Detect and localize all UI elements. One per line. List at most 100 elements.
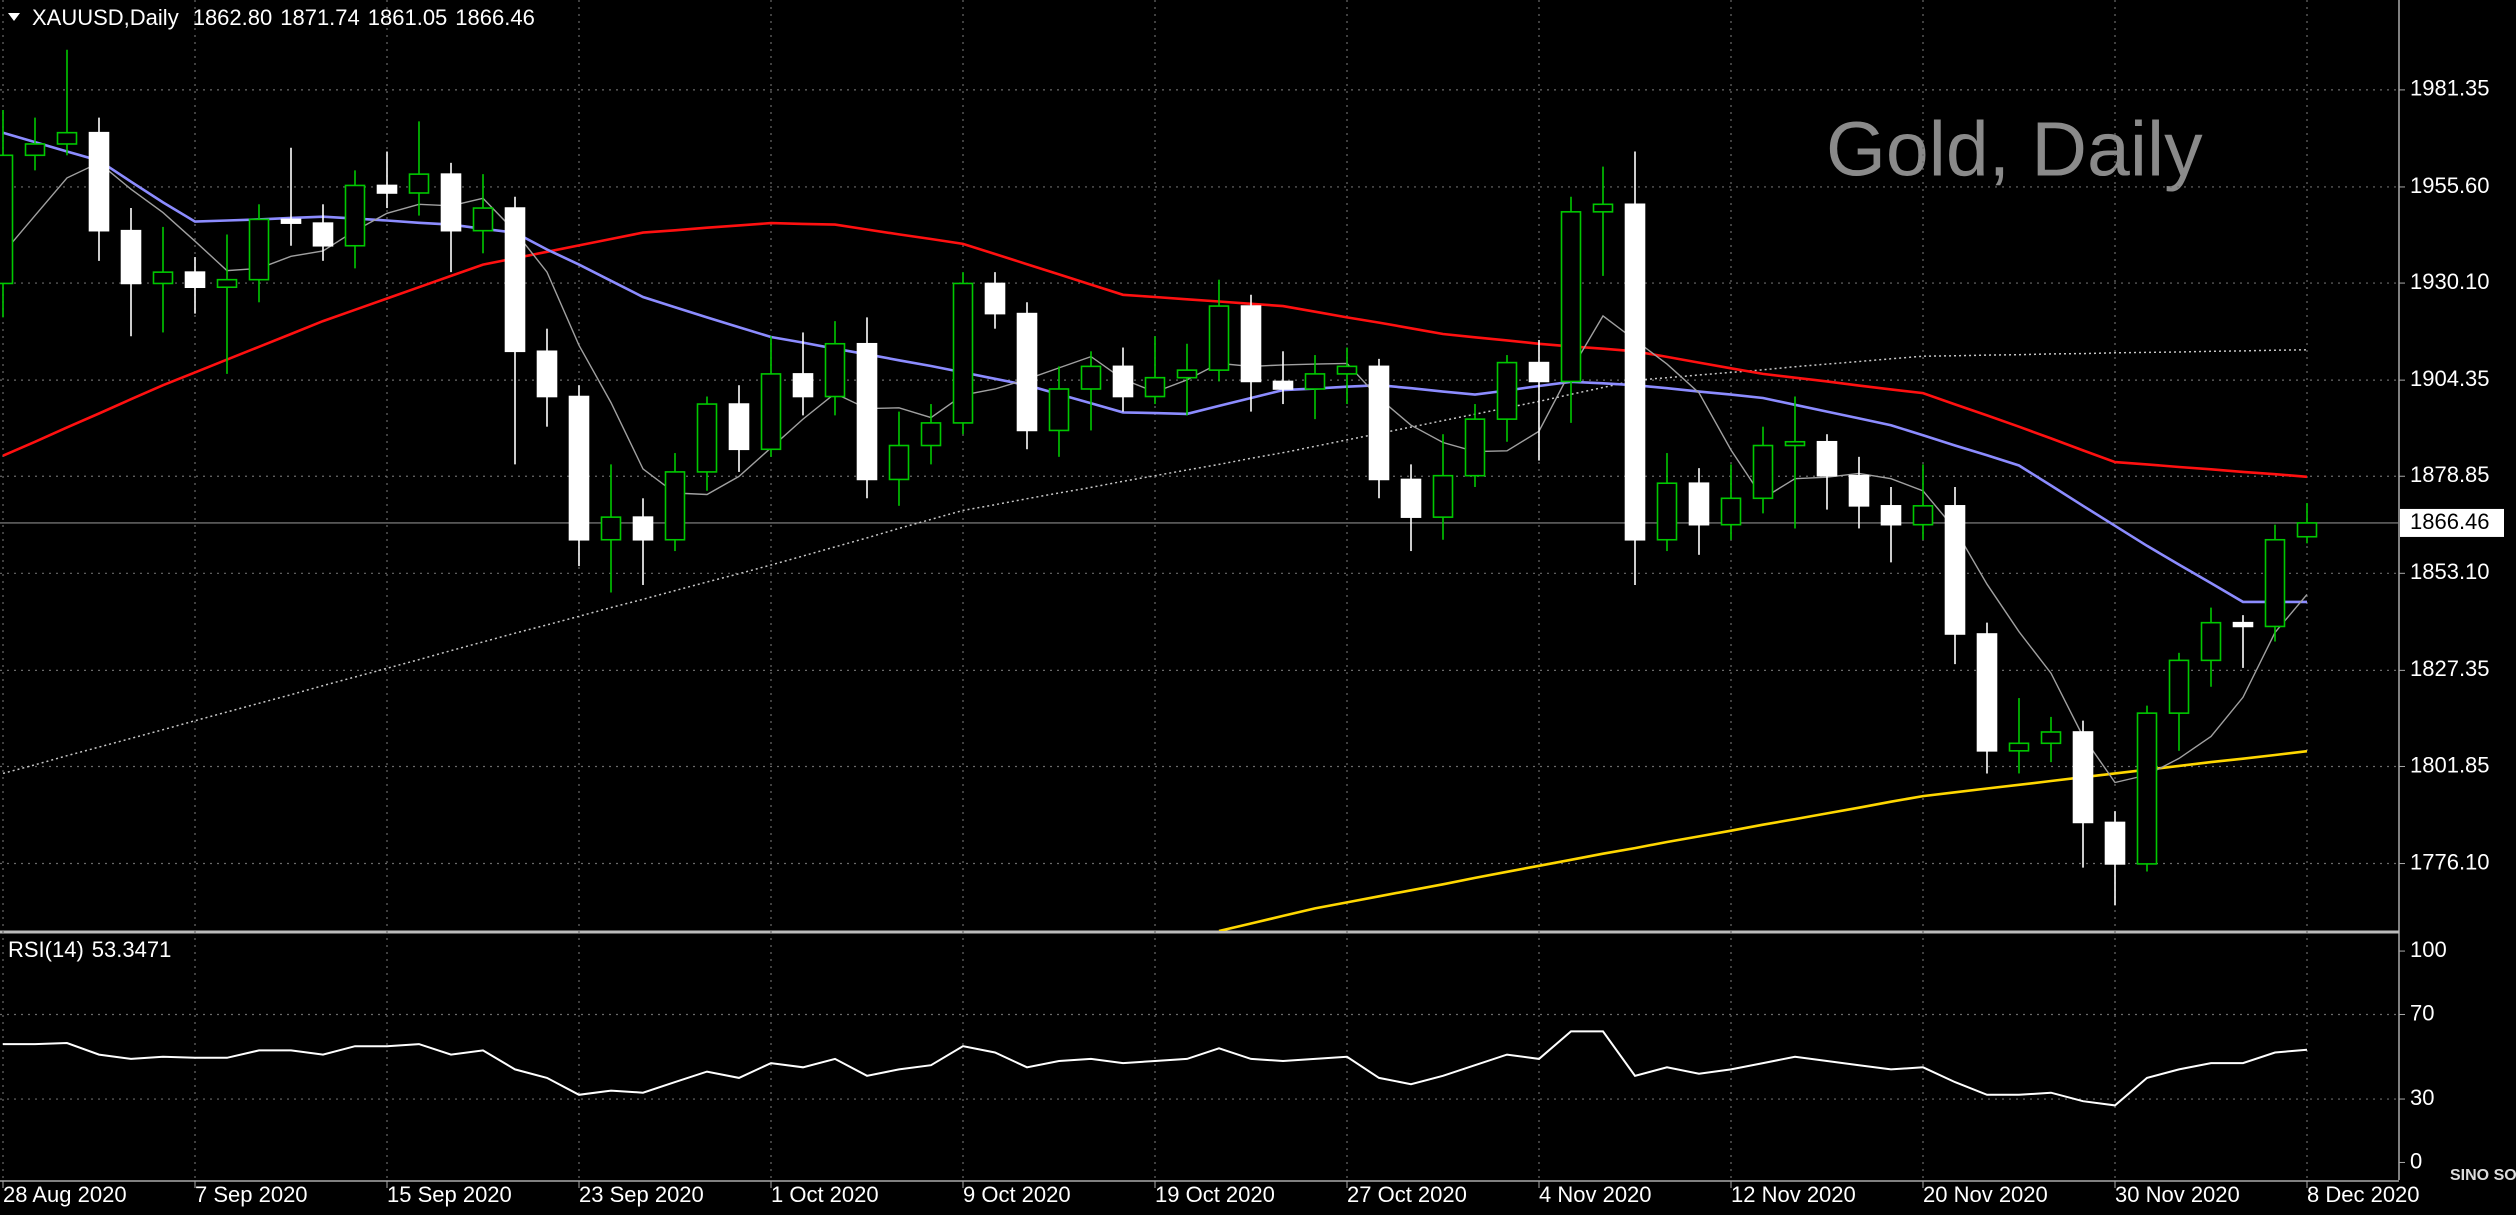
candle-body [1912,505,1934,526]
candle-body [2168,659,2190,714]
candle-body [664,471,686,541]
candle-body [696,403,718,473]
ohlc-value: 1862.80 [193,5,273,30]
menu-arrow[interactable] [8,13,20,21]
y-tick-label: 30 [2410,1085,2434,1110]
candle-body [152,271,174,285]
candle-body [1720,497,1742,526]
candle-body [760,373,782,451]
candle-body [344,184,366,247]
x-tick-label: 9 Oct 2020 [963,1182,1071,1207]
ohlc-value: 1866.46 [455,5,535,30]
chart-title: XAUUSD,Daily 1862.80 1871.74 1861.05 1866.46 [32,5,535,30]
line [2,221,2308,479]
candle-body [1336,365,1358,375]
candle-body [1528,361,1550,383]
candle-body [1976,633,1998,752]
candle-body [2296,522,2318,538]
ohlc-value: 1871.74 [280,5,360,30]
candle-body [888,444,910,481]
candle-body [1688,482,1710,526]
candle-body [1144,376,1166,398]
y-tick-label: 100 [2410,937,2447,962]
candle-body [824,342,846,398]
candle-body [312,222,334,247]
candle-body [984,282,1006,315]
y-tick-label: 1827.35 [2410,656,2490,681]
candle-body [216,278,238,289]
candle-body [1880,505,1902,526]
candle-body [1464,418,1486,477]
candle-body [1848,474,1870,507]
candle-body [472,207,494,232]
candle-body [1784,440,1806,447]
candle-body [1432,474,1454,518]
candle-body [1304,373,1326,390]
price-pane [0,49,2399,931]
candle-body [2008,742,2030,752]
x-tick-label: 23 Sep 2020 [579,1182,704,1207]
ohlc-value: 1861.05 [368,5,448,30]
line [1218,749,2308,931]
candle-body [1080,365,1102,390]
y-tick-label: 1853.10 [2410,559,2490,584]
candle-body [1400,478,1422,518]
candle-body [1816,440,1838,477]
candle-body [504,207,526,353]
candle-body [1016,312,1038,432]
line [2,131,2307,604]
y-tick-label: 1955.60 [2410,173,2490,198]
candle-body [440,173,462,232]
candle-body [2264,538,2286,628]
candle-body [2104,821,2126,865]
candle-body [600,516,622,541]
candle-body [120,229,142,285]
rsi-title: RSI(14) 53.3471 [8,937,171,962]
x-tick-label: 8 Dec 2020 [2307,1182,2420,1207]
y-tick-label: 1930.10 [2410,269,2490,294]
line [3,1030,2308,1107]
candle-body [1752,444,1774,500]
candle-body [1624,203,1646,541]
y-tick-label: 1801.85 [2410,752,2490,777]
candle-body [408,173,430,194]
price-label: 1866.46 [2410,509,2490,534]
rsi-value: 53.3471 [92,937,172,962]
price-label-box [2400,508,2504,537]
x-tick-label: 27 Oct 2020 [1347,1182,1467,1207]
candle-body [1176,369,1198,379]
candle-body [184,271,206,289]
x-tick-label: 1 Oct 2020 [771,1182,879,1207]
candle-body [1944,505,1966,635]
candle-body [2136,712,2158,865]
y-tick-label: 1904.35 [2410,366,2490,391]
candle-body [920,422,942,447]
candle-body [1592,203,1614,213]
y-tick-label: 1878.85 [2410,462,2490,487]
candle-body [1560,211,1582,383]
candle-body [952,282,974,424]
candle-body [536,350,558,398]
candle-body [728,403,750,451]
candle-body [1656,482,1678,541]
candle-body [792,373,814,398]
candle-body [2072,731,2094,824]
candle-body [1496,361,1518,420]
x-tick-label: 4 Nov 2020 [1539,1182,1652,1207]
rsi-name: RSI(14) [8,937,84,962]
candle-body [2200,621,2222,662]
candle-body [2232,621,2254,628]
candle-body [1112,365,1134,398]
y-tick-label: 1776.10 [2410,849,2490,874]
candle-body [632,516,654,541]
watermark: Gold, Daily [1826,106,2203,192]
candle-body [1048,388,1070,432]
candle-body [376,184,398,194]
logo: SINO SOUND [2450,1167,2516,1184]
candle-body [1208,305,1230,371]
candle-body [568,395,590,541]
candle-body [56,131,78,145]
candle-body [248,218,270,281]
candle-body [280,218,302,224]
